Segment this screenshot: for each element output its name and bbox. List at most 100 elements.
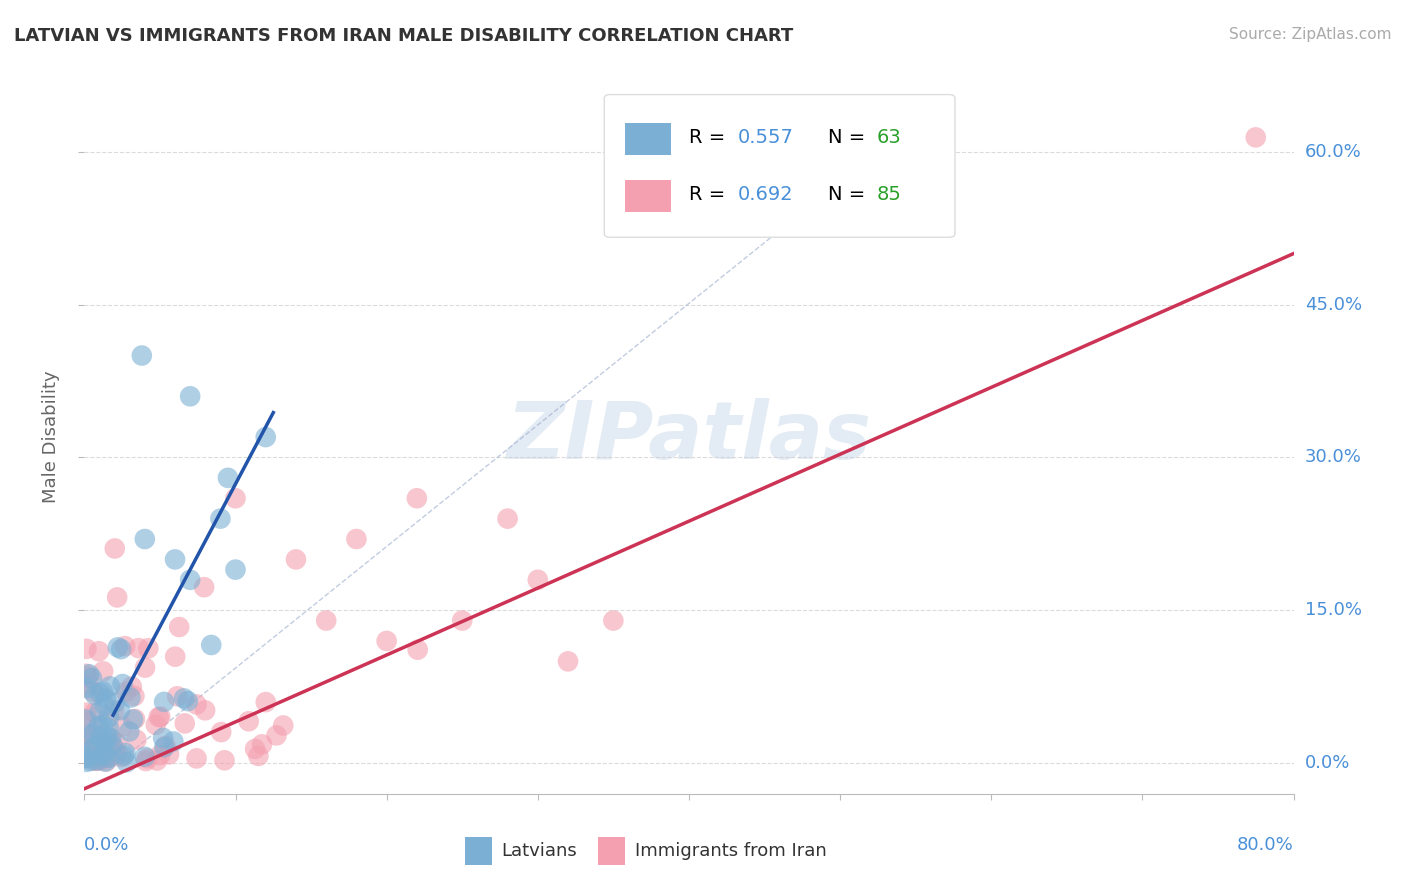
- Point: [75, 666, 97, 681]
- Point: [75, 713, 97, 727]
- Text: 80.0%: 80.0%: [1237, 836, 1294, 854]
- Point: [96, 730, 118, 744]
- Point: [75, 732, 97, 747]
- Point: [149, 747, 172, 762]
- Point: [82, 741, 104, 756]
- Point: [134, 532, 156, 546]
- Point: [91, 718, 114, 732]
- Point: [120, 690, 142, 705]
- Point: [134, 660, 156, 674]
- Point: [173, 716, 195, 731]
- Point: [243, 742, 266, 756]
- Point: [149, 710, 172, 724]
- Point: [128, 641, 150, 656]
- Point: [1244, 130, 1267, 145]
- Point: [89, 705, 111, 719]
- Text: ZIPatlas: ZIPatlas: [506, 398, 872, 476]
- Text: Source: ZipAtlas.com: Source: ZipAtlas.com: [1229, 27, 1392, 42]
- Point: [108, 703, 131, 717]
- Point: [77, 667, 100, 681]
- Point: [80, 730, 103, 744]
- Point: [115, 756, 138, 770]
- Point: [80, 671, 103, 685]
- Point: [527, 573, 550, 587]
- Point: [115, 685, 138, 699]
- Point: [104, 742, 127, 756]
- Point: [146, 754, 169, 768]
- Point: [225, 563, 247, 577]
- Point: [135, 754, 157, 768]
- Point: [167, 620, 190, 634]
- Point: [122, 713, 145, 727]
- Point: [75, 751, 97, 765]
- Point: [177, 694, 200, 708]
- Point: [89, 686, 111, 700]
- Point: [165, 552, 187, 566]
- Point: [105, 736, 128, 750]
- Point: [114, 639, 136, 653]
- Point: [186, 751, 208, 765]
- Text: 63: 63: [876, 128, 901, 147]
- FancyBboxPatch shape: [465, 837, 492, 865]
- Point: [91, 684, 114, 698]
- Point: [96, 755, 118, 769]
- Point: [179, 573, 201, 587]
- Point: [110, 642, 132, 657]
- Point: [124, 712, 146, 726]
- Point: [315, 614, 337, 628]
- Point: [165, 649, 187, 664]
- Point: [152, 731, 174, 745]
- Point: [76, 750, 98, 764]
- Point: [200, 638, 222, 652]
- Point: [96, 747, 118, 761]
- Point: [91, 665, 114, 679]
- Point: [104, 696, 127, 710]
- Point: [98, 733, 121, 747]
- Text: 60.0%: 60.0%: [1305, 143, 1361, 161]
- Point: [166, 690, 188, 704]
- Point: [84, 739, 107, 753]
- Point: [84, 736, 107, 750]
- Text: N =: N =: [828, 128, 872, 147]
- Point: [94, 755, 117, 769]
- Point: [375, 634, 398, 648]
- Point: [111, 677, 134, 691]
- Point: [173, 691, 195, 706]
- Point: [250, 737, 273, 751]
- Text: 0.0%: 0.0%: [1305, 755, 1350, 772]
- Point: [104, 747, 127, 762]
- Point: [100, 731, 122, 745]
- Point: [87, 644, 110, 658]
- Point: [557, 654, 579, 668]
- Point: [101, 739, 124, 753]
- Point: [94, 698, 117, 712]
- Point: [91, 746, 114, 760]
- Point: [406, 491, 429, 506]
- Point: [193, 580, 215, 594]
- Point: [98, 750, 121, 764]
- Y-axis label: Male Disability: Male Disability: [42, 371, 60, 503]
- Text: 15.0%: 15.0%: [1305, 601, 1361, 619]
- Point: [84, 754, 107, 768]
- Point: [80, 754, 103, 768]
- Text: 0.0%: 0.0%: [84, 836, 129, 854]
- FancyBboxPatch shape: [605, 95, 955, 237]
- Point: [104, 541, 127, 556]
- Point: [131, 349, 153, 363]
- Point: [179, 389, 201, 403]
- Point: [225, 491, 247, 506]
- Point: [162, 734, 184, 748]
- Point: [285, 552, 308, 566]
- Point: [76, 681, 98, 696]
- Point: [112, 748, 135, 763]
- Point: [124, 689, 146, 703]
- Point: [96, 743, 118, 757]
- Point: [157, 747, 180, 762]
- Point: [209, 511, 232, 525]
- Text: 45.0%: 45.0%: [1305, 295, 1362, 314]
- Point: [100, 741, 122, 756]
- Point: [75, 706, 97, 720]
- Point: [76, 726, 98, 740]
- Point: [82, 726, 104, 740]
- Point: [125, 732, 148, 747]
